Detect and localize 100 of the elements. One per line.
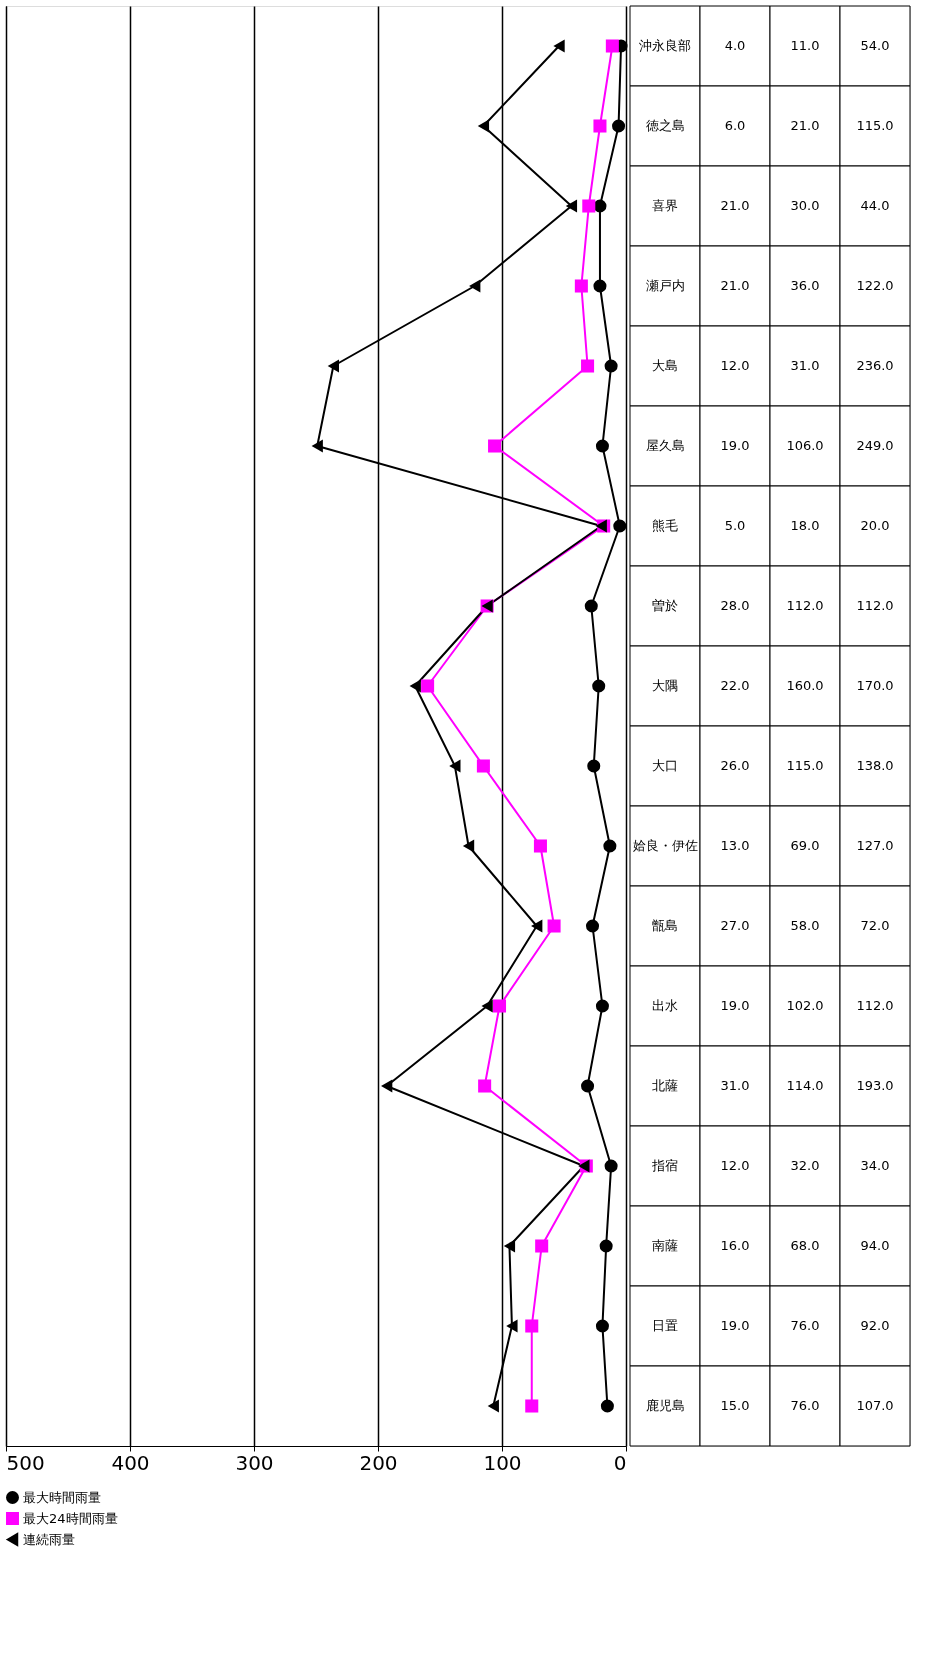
point xyxy=(477,119,490,133)
x-tick-label: 200 xyxy=(359,1450,398,1475)
data-label: 22.0 xyxy=(720,678,750,693)
point xyxy=(469,279,481,293)
data-label: 76.0 xyxy=(790,1318,820,1333)
x-tick-label: 100 xyxy=(483,1450,522,1475)
data-label: 11.0 xyxy=(790,38,820,53)
x-tick-label: 400 xyxy=(111,1450,150,1475)
data-label: 16.0 xyxy=(720,1238,750,1253)
y-tick-label: 出水 xyxy=(652,998,678,1013)
point xyxy=(595,519,607,533)
point xyxy=(592,679,606,693)
point xyxy=(584,599,598,613)
legend-label: 最大24時間雨量 xyxy=(23,1510,118,1526)
data-label: 26.0 xyxy=(720,758,750,773)
data-label: 122.0 xyxy=(856,278,894,293)
data-label: 92.0 xyxy=(860,1318,890,1333)
y-tick-label: 姶良・伊佐 xyxy=(632,838,698,853)
y-tick-label: 大口 xyxy=(652,758,678,773)
point xyxy=(581,359,595,373)
data-label: 106.0 xyxy=(786,438,824,453)
point xyxy=(311,439,323,453)
point xyxy=(327,359,340,373)
data-label: 5.0 xyxy=(724,518,746,533)
data-label: 102.0 xyxy=(786,998,824,1013)
point xyxy=(600,1399,614,1413)
point xyxy=(582,199,596,213)
point xyxy=(574,279,588,293)
point xyxy=(506,1319,518,1333)
data-label: 127.0 xyxy=(856,838,894,853)
point xyxy=(488,439,502,453)
point xyxy=(593,119,607,133)
point xyxy=(587,759,601,773)
data-label: 21.0 xyxy=(720,278,750,293)
data-label: 31.0 xyxy=(790,358,820,373)
data-label: 193.0 xyxy=(856,1078,894,1093)
point xyxy=(593,279,607,293)
data-label: 115.0 xyxy=(786,758,824,773)
data-label: 76.0 xyxy=(790,1398,820,1413)
point xyxy=(525,1319,539,1333)
data-label: 13.0 xyxy=(720,838,750,853)
data-label: 31.0 xyxy=(720,1078,750,1093)
data-label: 112.0 xyxy=(786,598,824,613)
y-tick-label: 沖永良部 xyxy=(639,38,691,53)
data-label: 138.0 xyxy=(856,758,894,773)
data-label: 34.0 xyxy=(860,1158,890,1173)
point xyxy=(612,119,626,133)
data-label: 54.0 xyxy=(860,38,890,53)
data-label: 160.0 xyxy=(786,678,824,693)
data-label: 69.0 xyxy=(790,838,820,853)
data-label: 4.0 xyxy=(724,38,746,53)
data-label: 114.0 xyxy=(786,1078,824,1093)
point xyxy=(503,1239,516,1253)
data-label: 112.0 xyxy=(856,998,894,1013)
y-tick-label: 屋久島 xyxy=(645,438,685,453)
point xyxy=(381,1079,393,1093)
point xyxy=(595,439,609,453)
point xyxy=(535,1239,549,1253)
y-tick-label: 喜界 xyxy=(652,198,678,213)
y-tick-label: 鹿児島 xyxy=(645,1398,685,1413)
data-label: 15.0 xyxy=(720,1398,750,1413)
data-label: 18.0 xyxy=(790,518,820,533)
point xyxy=(565,199,578,213)
data-label: 30.0 xyxy=(790,198,820,213)
point xyxy=(487,1399,499,1413)
y-tick-label: 徳之島 xyxy=(645,118,685,133)
legend-label: 最大時間雨量 xyxy=(23,1489,101,1505)
x-tick-label: 500 xyxy=(6,1450,45,1475)
data-label: 249.0 xyxy=(856,438,894,453)
data-label: 68.0 xyxy=(790,1238,820,1253)
point xyxy=(586,919,600,933)
data-label: 72.0 xyxy=(860,918,890,933)
y-tick-label: 日置 xyxy=(652,1318,678,1333)
point xyxy=(547,919,561,933)
point xyxy=(599,1239,613,1253)
point xyxy=(603,839,617,853)
data-label: 20.0 xyxy=(860,518,890,533)
data-label: 115.0 xyxy=(856,118,894,133)
y-tick-label: 大島 xyxy=(652,358,678,373)
data-label: 94.0 xyxy=(860,1238,890,1253)
y-tick-label: 甑島 xyxy=(652,918,678,933)
point xyxy=(462,839,475,853)
point xyxy=(421,679,435,693)
data-label: 236.0 xyxy=(856,358,894,373)
y-tick-label: 指宿 xyxy=(651,1158,678,1173)
data-label: 112.0 xyxy=(856,598,894,613)
point xyxy=(493,999,507,1013)
y-tick-label: 瀬戸内 xyxy=(645,278,685,293)
data-label: 21.0 xyxy=(790,118,820,133)
data-label: 19.0 xyxy=(720,998,750,1013)
data-label: 44.0 xyxy=(860,198,890,213)
data-label: 107.0 xyxy=(856,1398,894,1413)
y-tick-label: 南薩 xyxy=(652,1238,678,1253)
y-tick-label: 熊毛 xyxy=(652,518,678,533)
data-label: 36.0 xyxy=(790,278,820,293)
data-label: 21.0 xyxy=(720,198,750,213)
point xyxy=(478,1079,492,1093)
point xyxy=(409,679,421,693)
point xyxy=(476,759,490,773)
point xyxy=(604,359,618,373)
